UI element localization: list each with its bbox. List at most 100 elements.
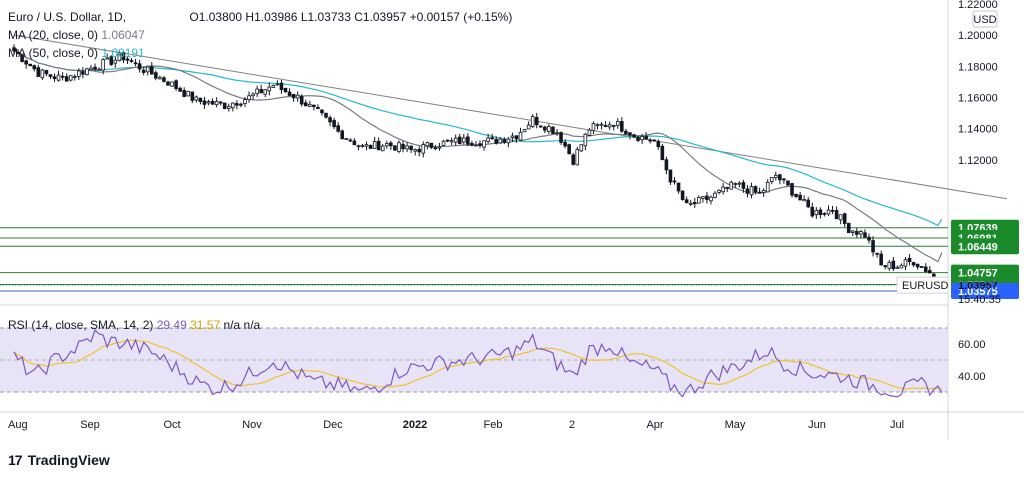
- price-axis-tick: 1.20000: [958, 30, 998, 42]
- rsi-axis-tick: 60.00: [958, 339, 986, 351]
- candle-body: [656, 141, 661, 148]
- candle-body: [109, 56, 114, 65]
- rsi-line: [13, 328, 943, 398]
- candle-body: [867, 236, 871, 241]
- candle-body: [563, 141, 567, 147]
- price-tag-green: [951, 238, 1019, 255]
- rsi-na-2: n/a: [243, 318, 261, 332]
- candle-body: [409, 145, 413, 151]
- candle-body: [93, 66, 97, 70]
- candle-body: [603, 125, 608, 128]
- candle-body: [826, 209, 831, 215]
- candle-body: [620, 121, 624, 132]
- candle-body: [628, 132, 632, 136]
- candle-body: [360, 145, 365, 147]
- candle-body: [218, 101, 223, 104]
- candle-body: [198, 97, 203, 102]
- candle-body: [97, 68, 101, 71]
- ma50-line: [13, 50, 943, 227]
- candle-body: [879, 253, 883, 266]
- tradingview-brand[interactable]: 17 TradingView: [8, 452, 110, 468]
- candle-body: [413, 149, 417, 152]
- candle-body: [915, 263, 920, 268]
- candle-body: [615, 120, 620, 126]
- candle-body: [769, 177, 774, 182]
- ma20-legend[interactable]: MA (20, close, 0) 1.06047: [8, 28, 145, 42]
- candle-body: [68, 75, 73, 81]
- candle-body: [543, 126, 547, 131]
- symbol-title[interactable]: Euro / U.S. Dollar, 1D,: [8, 10, 127, 24]
- candle-body: [498, 138, 503, 144]
- candle-body: [855, 231, 859, 235]
- candle-body: [895, 266, 900, 269]
- candle-body: [802, 199, 806, 202]
- candle-body: [186, 90, 191, 97]
- candle-body: [36, 67, 41, 77]
- candle-body: [16, 51, 20, 55]
- candle-body: [534, 116, 539, 126]
- candle-body: [903, 259, 908, 267]
- candle-body: [324, 112, 328, 118]
- candle-body: [158, 76, 162, 80]
- candle-body: [741, 182, 746, 189]
- candle-body: [312, 104, 316, 107]
- candle-body: [12, 47, 16, 52]
- candle-body: [932, 273, 936, 277]
- candle-body: [745, 188, 750, 194]
- candle-body: [551, 126, 555, 134]
- candle-body: [871, 240, 875, 253]
- candle-body: [170, 81, 174, 87]
- candle-body: [774, 174, 778, 179]
- candle-body: [697, 197, 701, 204]
- candle-body: [486, 137, 490, 142]
- candle-body: [295, 94, 300, 99]
- candle-body: [502, 139, 507, 143]
- candle-body: [859, 231, 863, 235]
- candle-body: [814, 210, 819, 216]
- candle-body: [717, 189, 721, 193]
- time-axis-tick: Nov: [242, 419, 262, 431]
- candle-body: [40, 69, 45, 79]
- candle-body: [299, 96, 304, 105]
- candle-body: [214, 101, 219, 106]
- candle-body: [721, 186, 725, 193]
- candle-body: [202, 100, 207, 105]
- candle-body: [231, 102, 235, 109]
- candle-body: [778, 174, 782, 181]
- candle-body: [587, 129, 592, 136]
- time-axis-tick: Aug: [8, 419, 28, 431]
- candle-body: [729, 181, 734, 190]
- candle-body: [875, 252, 879, 255]
- ohlc-readout: O1.03800 H1.03986 L1.03733 C1.03957 +0.0…: [189, 10, 513, 24]
- candle-body: [709, 196, 713, 202]
- candle-body: [303, 102, 308, 107]
- candle-body: [437, 146, 442, 149]
- candle-body: [178, 87, 182, 92]
- candle-body: [328, 117, 332, 123]
- candle-body: [652, 139, 657, 142]
- candle-body: [72, 76, 77, 78]
- candle-body: [235, 103, 239, 106]
- current-price-label: 1.03957: [958, 280, 998, 292]
- ma50-legend[interactable]: MA (50, close, 0) 1.08191: [8, 46, 145, 60]
- candle-body: [271, 85, 276, 88]
- candle-body: [607, 124, 612, 128]
- candle-body: [174, 80, 178, 90]
- candle-body: [701, 196, 705, 199]
- candle-body: [794, 193, 798, 197]
- candle-body: [316, 106, 320, 110]
- candle-body: [166, 81, 170, 86]
- candle-body: [822, 213, 827, 215]
- rsi-legend[interactable]: RSI (14, close, SMA, 14, 2) 29.49 31.57 …: [8, 318, 260, 332]
- candle-body: [506, 138, 511, 144]
- time-axis-tick: Oct: [163, 419, 180, 431]
- candle-body: [81, 71, 85, 75]
- candle-body: [846, 222, 851, 234]
- candle-body: [838, 214, 843, 221]
- price-axis-tick: 1.14000: [958, 124, 998, 136]
- time-axis-tick: Sep: [80, 419, 100, 431]
- candle-body: [287, 91, 292, 96]
- candle-body: [684, 199, 689, 204]
- time-axis-tick: 2: [569, 419, 575, 431]
